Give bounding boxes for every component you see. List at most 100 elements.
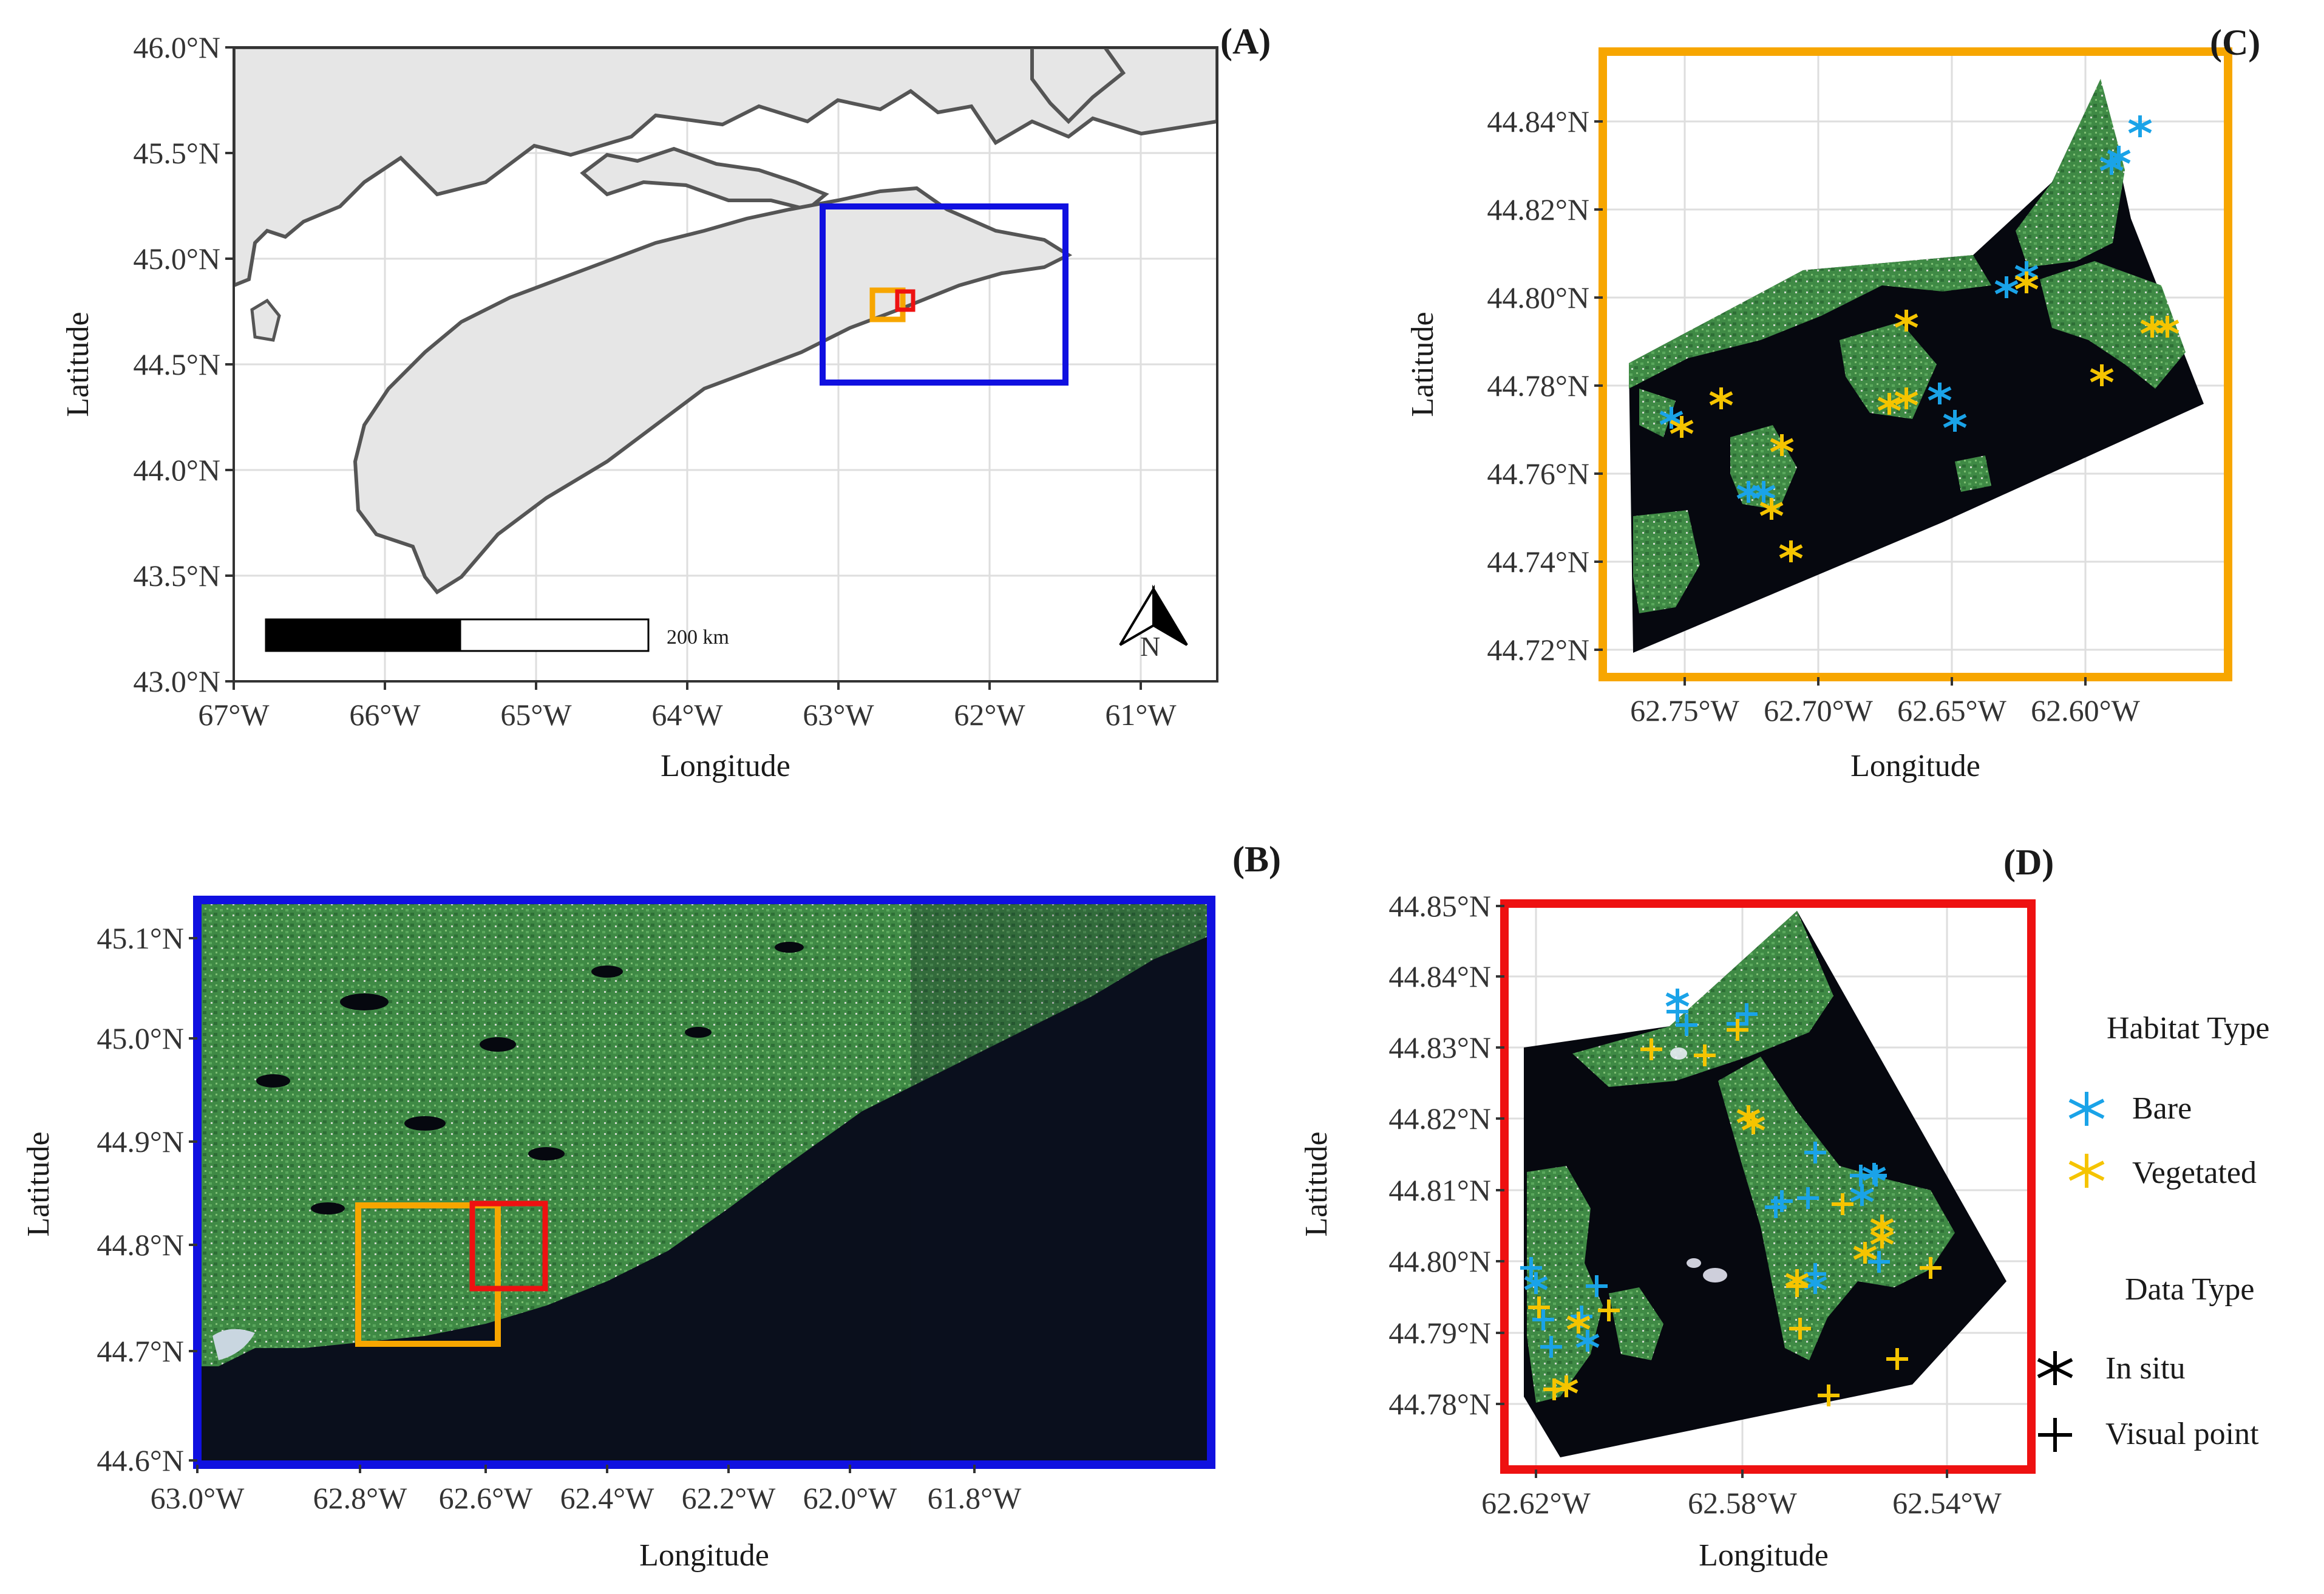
x-tick-label: 62.6°W bbox=[439, 1481, 533, 1515]
panel-label: (C) bbox=[2210, 22, 2260, 63]
panel-label: (D) bbox=[2003, 842, 2054, 882]
x-tick-label: 62.4°W bbox=[560, 1481, 654, 1515]
legend-visual-label: Visual point bbox=[2105, 1417, 2259, 1451]
panel-label: (B) bbox=[1232, 839, 1281, 879]
x-tick-label: 62.75°W bbox=[1630, 693, 1739, 727]
north-arrow-icon: N bbox=[1119, 584, 1188, 662]
legend-bare-swatch bbox=[2068, 1092, 2105, 1126]
x-tick-label: 62.54°W bbox=[1892, 1486, 2002, 1520]
inset-box-c bbox=[869, 287, 906, 322]
x-axis-title: Longitude bbox=[1850, 749, 1980, 783]
legend: Habitat Type Bare Vegetated Data Type In… bbox=[2037, 1011, 2269, 1452]
pei-island bbox=[580, 146, 829, 212]
legend-insitu-label: In situ bbox=[2105, 1351, 2185, 1386]
y-tick-label: 44.81°N bbox=[1388, 1173, 1491, 1207]
y-tick-label: 44.78°N bbox=[1487, 369, 1589, 403]
y-tick-label: 45.1°N bbox=[97, 921, 184, 955]
cape-breton bbox=[1030, 47, 1126, 124]
y-tick-label: 44.6°N bbox=[97, 1443, 184, 1477]
y-tick-label: 44.0°N bbox=[133, 453, 220, 487]
panel-d-frame bbox=[1500, 899, 2036, 1474]
y-tick-label: 44.84°N bbox=[1388, 959, 1491, 993]
panel-c bbox=[1599, 47, 2232, 681]
x-tick-label: 62.8°W bbox=[313, 1481, 407, 1515]
y-tick-label: 44.8°N bbox=[97, 1228, 184, 1262]
y-tick-label: 43.0°N bbox=[133, 664, 220, 698]
y-tick-label: 45.0°N bbox=[133, 242, 220, 276]
x-tick-label: 67°W bbox=[198, 698, 270, 732]
x-tick-label: 64°W bbox=[651, 698, 723, 732]
y-axis-title: Latitude bbox=[1299, 1131, 1334, 1236]
inset-box-b bbox=[820, 203, 1069, 386]
legend-habitat-title: Habitat Type bbox=[2107, 1011, 2269, 1046]
y-tick-label: 44.7°N bbox=[97, 1334, 184, 1368]
y-tick-label: 44.84°N bbox=[1487, 104, 1589, 138]
bare-insitu-points bbox=[1659, 115, 2152, 503]
y-tick-label: 44.9°N bbox=[97, 1125, 184, 1159]
panel-b-frame bbox=[193, 896, 1215, 1469]
y-tick-label: 44.83°N bbox=[1388, 1030, 1491, 1064]
legend-vegetated-label: Vegetated bbox=[2132, 1156, 2257, 1190]
y-tick-label: 43.5°N bbox=[133, 559, 220, 593]
y-tick-label: 44.79°N bbox=[1388, 1316, 1491, 1350]
x-tick-label: 62.65°W bbox=[1897, 693, 2006, 727]
y-axis-title: Latitude bbox=[1405, 312, 1440, 417]
bright-shore bbox=[212, 1329, 255, 1360]
inset-box-c-in-b bbox=[355, 1202, 501, 1347]
panel-d bbox=[1500, 899, 2036, 1474]
y-tick-label: 44.85°N bbox=[1388, 889, 1491, 923]
legend-data-title: Data Type bbox=[2125, 1272, 2254, 1307]
y-tick-label: 44.5°N bbox=[133, 347, 220, 381]
mainland-north bbox=[234, 47, 1217, 288]
y-tick-label: 44.82°N bbox=[1487, 192, 1589, 226]
y-tick-label: 44.74°N bbox=[1487, 545, 1589, 579]
y-tick-label: 44.76°N bbox=[1487, 457, 1589, 491]
north-arrow-label: N bbox=[1140, 631, 1160, 662]
y-tick-label: 45.5°N bbox=[133, 136, 220, 170]
x-tick-label: 61.8°W bbox=[928, 1481, 1022, 1515]
y-axis-title: Latitude bbox=[21, 1131, 56, 1236]
x-tick-label: 62.62°W bbox=[1481, 1486, 1591, 1520]
vegetated-insitu-points bbox=[1670, 271, 2180, 562]
panel-c-frame bbox=[1599, 47, 2232, 681]
inset-box-d bbox=[895, 289, 916, 312]
x-tick-label: 63.0°W bbox=[151, 1481, 245, 1515]
scale-bar-label: 200 km bbox=[667, 626, 729, 649]
vegetated-insitu-points-d bbox=[1554, 1105, 1894, 1397]
x-tick-label: 61°W bbox=[1105, 698, 1177, 732]
y-axis-title: Latitude bbox=[61, 312, 95, 417]
x-tick-label: 62.0°W bbox=[803, 1481, 897, 1515]
inset-box-d-in-b bbox=[469, 1201, 548, 1292]
x-tick-label: 62.60°W bbox=[2031, 693, 2140, 727]
panel-a: 200 km N bbox=[233, 46, 1218, 683]
x-tick-label: 62.58°W bbox=[1688, 1486, 1797, 1520]
y-tick-label: 44.72°N bbox=[1487, 633, 1589, 667]
panel-b-image bbox=[197, 900, 1211, 1465]
y-tick-label: 44.80°N bbox=[1388, 1244, 1491, 1278]
coastline-land bbox=[197, 900, 1211, 1366]
x-tick-label: 62°W bbox=[954, 698, 1025, 732]
x-axis-title: Longitude bbox=[1699, 1538, 1829, 1573]
x-tick-label: 63°W bbox=[803, 698, 874, 732]
lakes bbox=[256, 942, 804, 1214]
x-axis-title: Longitude bbox=[661, 749, 790, 783]
bare-insitu-points-d bbox=[1524, 989, 1886, 1352]
x-tick-label: 66°W bbox=[349, 698, 421, 732]
x-axis-title: Longitude bbox=[639, 1538, 769, 1573]
legend-insitu-swatch bbox=[2037, 1351, 2073, 1385]
legend-vegetated-swatch bbox=[2068, 1154, 2105, 1188]
panel-label: (A) bbox=[1220, 21, 1271, 61]
y-tick-label: 44.82°N bbox=[1388, 1102, 1491, 1136]
panel-d-clouds bbox=[1670, 1047, 1727, 1282]
small-island bbox=[250, 298, 281, 342]
y-tick-label: 44.78°N bbox=[1388, 1387, 1491, 1421]
x-tick-label: 62.2°W bbox=[682, 1481, 776, 1515]
axes-layer: 67°W 66°W 65°W 64°W 63°W 62°W 61°W 46.0°N 45.5°N… bbox=[21, 21, 2260, 1573]
panel-b bbox=[193, 896, 1215, 1469]
y-tick-label: 44.80°N bbox=[1487, 281, 1589, 315]
panel-d-points bbox=[1520, 989, 1942, 1406]
x-tick-label: 65°W bbox=[500, 698, 572, 732]
x-tick-label: 62.70°W bbox=[1764, 693, 1873, 727]
y-tick-label: 45.0°N bbox=[97, 1021, 184, 1055]
